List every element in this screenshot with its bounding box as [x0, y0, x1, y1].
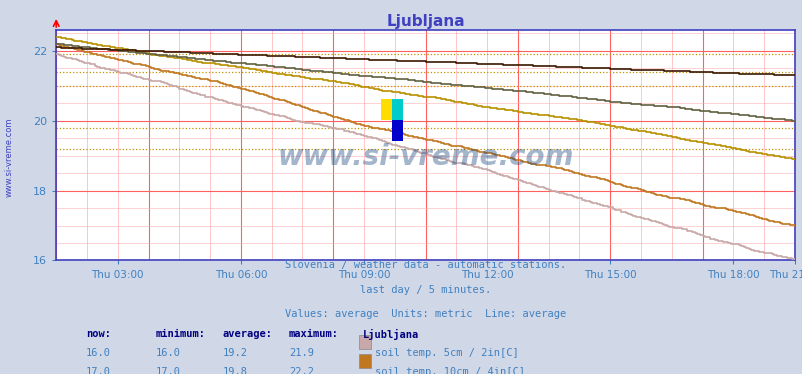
- Text: average:: average:: [222, 328, 272, 338]
- Text: 21.9: 21.9: [289, 348, 314, 358]
- Bar: [358, 354, 371, 368]
- Text: 17.0: 17.0: [86, 367, 111, 374]
- Bar: [358, 373, 371, 374]
- Text: 22.2: 22.2: [289, 367, 314, 374]
- Text: maximum:: maximum:: [289, 328, 338, 338]
- Text: www.si-vreme.com: www.si-vreme.com: [277, 143, 573, 171]
- Title: Ljubljana: Ljubljana: [386, 14, 464, 29]
- Text: Values: average  Units: metric  Line: average: Values: average Units: metric Line: aver…: [285, 309, 565, 319]
- Text: minimum:: minimum:: [156, 328, 205, 338]
- Text: soil temp. 5cm / 2in[C]: soil temp. 5cm / 2in[C]: [375, 348, 518, 358]
- Text: Slovenia / weather data - automatic stations.: Slovenia / weather data - automatic stat…: [285, 260, 565, 270]
- Text: last day / 5 minutes.: last day / 5 minutes.: [359, 285, 491, 295]
- Text: 16.0: 16.0: [86, 348, 111, 358]
- Text: 19.2: 19.2: [222, 348, 247, 358]
- Text: Ljubljana: Ljubljana: [363, 328, 419, 340]
- Text: soil temp. 10cm / 4in[C]: soil temp. 10cm / 4in[C]: [375, 367, 525, 374]
- Text: 16.0: 16.0: [156, 348, 180, 358]
- Text: 19.8: 19.8: [222, 367, 247, 374]
- Bar: [358, 335, 371, 349]
- Text: 17.0: 17.0: [156, 367, 180, 374]
- Text: www.si-vreme.com: www.si-vreme.com: [5, 117, 14, 197]
- Text: now:: now:: [86, 328, 111, 338]
